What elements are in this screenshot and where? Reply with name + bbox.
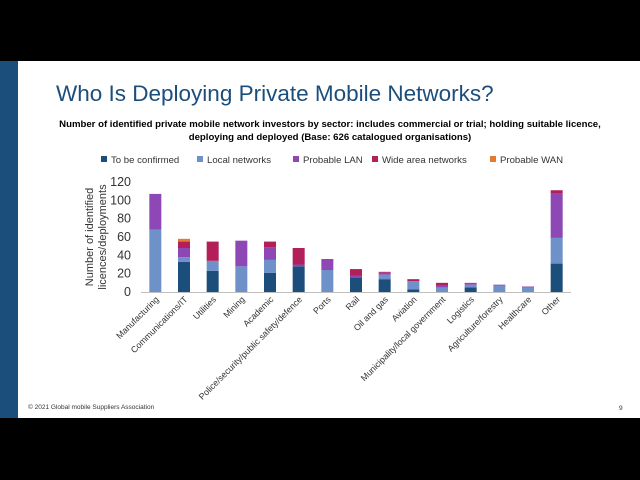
bar-segment [378, 279, 391, 292]
legend-swatch [490, 156, 496, 162]
bar-segment [436, 282, 448, 286]
bar-segment [378, 274, 391, 280]
bar-segment [264, 241, 276, 248]
y-tick-label: 20 [117, 267, 131, 281]
legend-swatch [101, 156, 107, 162]
bar-segment [178, 257, 190, 262]
bar-segment [235, 266, 248, 292]
footer-copyright: © 2021 Global mobile Suppliers Associati… [28, 404, 155, 411]
bar-segment [493, 285, 506, 292]
legend-label: Probable WAN [500, 155, 564, 166]
x-tick-label: Rail [344, 294, 362, 312]
y-tick-label: 120 [110, 175, 131, 189]
x-tick-label: Ports [311, 294, 333, 316]
bar-segment [178, 261, 190, 292]
legend-item: Probable WAN [490, 155, 563, 166]
legend-item: Local networks [197, 155, 271, 166]
chart-title-line-2: deploying and deployed (Base: 626 catalo… [188, 132, 472, 143]
bar-segment [292, 264, 305, 267]
bar-segment [436, 285, 448, 288]
x-tick-label: Police/security/public safety/defence [197, 294, 304, 401]
bar-segment [550, 237, 563, 264]
y-axis-label-line: Number of identified [84, 188, 96, 286]
bar-segment [206, 241, 219, 261]
bar-segment [407, 279, 420, 281]
legend-label: To be confirmed [111, 155, 180, 166]
stacked-bar-chart: 0 20 40 60 80 100 120 Number of identified licen… [84, 175, 571, 402]
slide-title: Who Is Deploying Private Mobile Networks… [56, 81, 494, 106]
slide-side-bar [0, 61, 18, 418]
y-axis-label-line: licences/deployments [97, 184, 109, 290]
bar-segment [206, 270, 219, 292]
bar-segment [550, 193, 563, 238]
bar-segment [292, 266, 305, 292]
bar-segment [149, 193, 162, 230]
bar-segment [149, 229, 162, 292]
bar-segment [407, 281, 420, 290]
bar-segment [464, 287, 477, 292]
legend-item: To be confirmed [101, 155, 179, 166]
x-tick-label: Mining [221, 294, 246, 319]
bar-segment [350, 275, 362, 278]
chart-title: Number of identified private mobile netw… [40, 118, 620, 144]
legend-swatch [372, 156, 378, 162]
bar-segment [321, 270, 334, 292]
bar-segment [264, 259, 276, 273]
bar-segment [264, 247, 276, 260]
chart-title-line-1: Number of identified private mobile netw… [59, 119, 601, 130]
y-tick-label: 0 [124, 285, 131, 299]
chart-legend: To be confirmed Local networks Probable LA… [0, 155, 640, 169]
bar-segment [178, 241, 190, 248]
bar-segment [378, 271, 391, 273]
y-tick-label: 80 [117, 212, 131, 226]
bar-segment [550, 190, 563, 193]
bar-segment [464, 284, 477, 288]
bar-segment [407, 289, 420, 292]
bar-segment [436, 287, 448, 292]
legend-item: Wide area networks [372, 155, 467, 166]
bar-segment [550, 263, 563, 292]
bar-segment [178, 248, 190, 258]
bar-segment [206, 260, 219, 271]
bar-segment [522, 286, 534, 288]
legend-label: Probable LAN [303, 155, 363, 166]
legend-item: Probable LAN [293, 155, 363, 166]
bar-segment [178, 238, 190, 242]
bar-segment [350, 277, 362, 292]
bar-segment [493, 284, 506, 286]
x-tick-label: Utilities [191, 294, 219, 322]
y-tick-label: 40 [117, 248, 131, 262]
bar-segment [464, 282, 477, 285]
bar-segment [350, 269, 362, 276]
bar-segment [264, 272, 276, 292]
x-tick-label: Communications/IT [129, 294, 190, 355]
bar-segment [378, 272, 391, 275]
bar-segment [292, 248, 305, 265]
y-tick-label: 60 [117, 230, 131, 244]
y-tick-label: 100 [110, 193, 131, 207]
x-tick-label: Other [539, 294, 562, 317]
slide: Who Is Deploying Private Mobile Networks… [0, 61, 640, 418]
page-number: 9 [619, 405, 623, 412]
bar-segment [321, 259, 334, 270]
bar-segment [235, 240, 248, 267]
legend-swatch [197, 156, 203, 162]
bar-segment [522, 287, 534, 292]
legend-swatch [293, 156, 299, 162]
legend-label: Local networks [207, 155, 271, 166]
legend-label: Wide area networks [382, 155, 467, 166]
